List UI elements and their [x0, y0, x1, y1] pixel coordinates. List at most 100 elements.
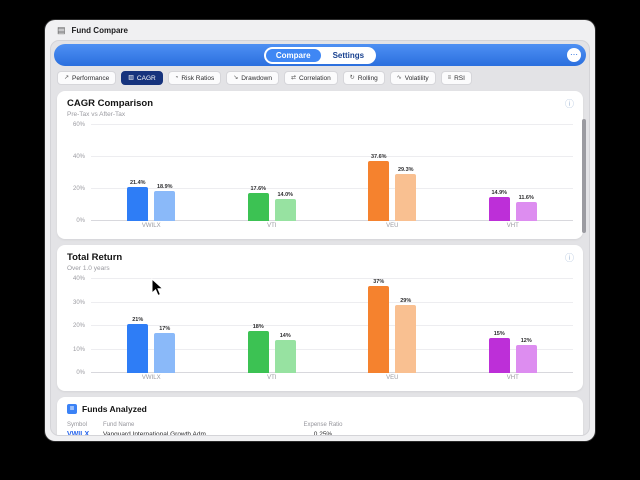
bar-group-vht: 14.9% 11.6% VHT [453, 125, 574, 229]
chip-label: Performance [72, 74, 110, 82]
window-title: Fund Compare [71, 25, 128, 35]
chip-volatility[interactable]: ∿ Volatility [389, 71, 436, 85]
bar-value-label: 14% [279, 333, 291, 340]
bar-veu-pre-tax[interactable] [368, 160, 390, 221]
gridline [91, 156, 573, 157]
bar-wrap: 12% [515, 279, 537, 373]
bar-wrap: 21.4% [127, 125, 149, 221]
funds-table-body: VWILX Vanguard International Growth Adm 0.… [67, 431, 573, 436]
fund-row: VWILX Vanguard International Growth Adm 0.… [67, 431, 573, 436]
bar-value-label: 37% [373, 279, 385, 286]
bar-vwilx-after-tax[interactable] [154, 190, 176, 221]
gridline [91, 325, 573, 326]
info-icon[interactable]: ⓘ [564, 99, 574, 109]
bar-group-vti: 17.6% 14.0% VTI [212, 125, 333, 229]
card-subtitle: Over 1.0 years [67, 265, 110, 272]
fund-name: Vanguard International Growth Adm [103, 431, 206, 436]
x-axis-label: VEU [386, 223, 399, 229]
gridline [91, 124, 573, 125]
bar-wrap: 29% [395, 279, 417, 373]
bar-vwilx-pre-tax[interactable] [127, 323, 149, 373]
bar-vti-after-tax[interactable] [274, 198, 296, 221]
bar-value-label: 15% [493, 330, 505, 337]
table-icon: ≣ [67, 404, 77, 414]
y-axis-tick-label: 40% [72, 276, 85, 282]
tab-settings[interactable]: Settings [323, 49, 375, 62]
bar-value-label: 11.6% [518, 195, 534, 202]
header-bar: Compare Settings ⋯ [54, 44, 586, 66]
header-action-button[interactable]: ⋯ [567, 48, 581, 62]
bar-value-label: 17.6% [250, 185, 267, 192]
x-axis-label: VHT [506, 223, 519, 229]
cagr-bar-chart: 0% 20% 40% 60% 21.4% 18.9% VWILX 17.6% 14.0% VTI… [67, 122, 574, 229]
more-options-icon: ⋯ [570, 50, 578, 59]
sidebar-toggle-icon[interactable]: ▤ [57, 24, 66, 35]
x-axis-label: VTI [267, 375, 277, 381]
y-axis-tick-label: 0% [76, 370, 85, 376]
y-axis-tick-label: 0% [76, 218, 85, 224]
bar-pair: 37% 29% [368, 279, 417, 373]
bar-vht-after-tax[interactable] [515, 202, 537, 221]
vertical-scrollbar[interactable] [582, 119, 586, 233]
gauge-icon: ◔ [174, 75, 179, 81]
cagr-comparison-card: CAGR Comparison Pre-Tax vs After-Tax ⓘ 0… [57, 91, 583, 239]
bar-value-label: 29% [400, 297, 412, 304]
total-return-card: Total Return Over 1.0 years ⓘ 0% 10% 20% 30… [57, 245, 583, 391]
bar-veu-after-tax[interactable] [395, 174, 417, 221]
tab-compare[interactable]: Compare [265, 48, 321, 62]
bar-vwilx-pre-tax[interactable] [127, 186, 149, 221]
gridline [91, 348, 573, 350]
gridline [91, 278, 573, 279]
bar-veu-pre-tax[interactable] [368, 286, 390, 373]
chip-risk-ratios[interactable]: ◔ Risk Ratios [167, 71, 222, 85]
y-axis-tick-label: 40% [72, 154, 85, 160]
main-content: Compare Settings ⋯ ↗ Performance ▥ CAGR ◔ Ris… [50, 40, 590, 436]
x-axis-label: VWILX [141, 223, 161, 229]
chip-label: RSI [454, 74, 465, 82]
chip-label: CAGR [136, 74, 156, 82]
bar-value-label: 18.9% [156, 183, 173, 190]
chip-cagr[interactable]: ▥ CAGR [121, 71, 163, 85]
chip-rolling[interactable]: ↻ Rolling [342, 71, 385, 85]
bar-vti-after-tax[interactable] [274, 340, 296, 373]
chip-rsi[interactable]: ≡ RSI [440, 71, 472, 85]
x-axis-label: VWILX [141, 375, 161, 381]
bar-pair: 18% 14% [247, 279, 296, 373]
bar-vwilx-after-tax[interactable] [154, 333, 176, 373]
bar-wrap: 14.0% [274, 125, 296, 221]
volatility-icon: ∿ [396, 75, 402, 81]
bar-value-label: 14.0% [277, 191, 294, 198]
bar-value-label: 29.3% [397, 167, 414, 174]
bar-value-label: 18% [252, 323, 264, 330]
gridline [91, 220, 573, 221]
metric-chip-row: ↗ Performance ▥ CAGR ◔ Risk Ratios ↘ Drawdown ⇄ C… [57, 71, 583, 85]
gridline [91, 301, 573, 303]
bar-pair: 14.9% 11.6% [488, 125, 537, 221]
app-window: ▤ Fund Compare Compare Settings ⋯ ↗ Perfo… [45, 20, 595, 441]
bar-wrap: 15% [488, 279, 510, 373]
fund-symbol-link[interactable]: VWILX [67, 431, 90, 436]
bar-veu-after-tax[interactable] [395, 304, 417, 373]
x-axis-label: VHT [506, 375, 519, 381]
bar-vht-pre-tax[interactable] [488, 337, 510, 373]
bar-vti-pre-tax[interactable] [247, 192, 269, 221]
bar-pair: 21% 17% [127, 279, 176, 373]
bar-value-label: 12% [520, 337, 532, 344]
funds-table-header: Symbol Fund Name Expense Ratio [67, 422, 573, 428]
y-axis-tick-label: 10% [72, 346, 85, 353]
y-axis: 0% 10% 20% 30% 40% [67, 276, 91, 376]
funds-analyzed-card: ≣ Funds Analyzed Symbol Fund Name Expense … [57, 397, 583, 436]
bar-pair: 37.6% 29.3% [368, 125, 417, 221]
bar-chart-icon: ▥ [128, 75, 134, 81]
bar-group-veu: 37% 29% VEU [332, 279, 453, 381]
info-icon[interactable]: ⓘ [564, 253, 574, 263]
card-title: CAGR Comparison [67, 98, 154, 109]
chip-drawdown[interactable]: ↘ Drawdown [226, 71, 279, 85]
bar-wrap: 17.6% [247, 125, 269, 221]
bar-vht-after-tax[interactable] [515, 344, 537, 373]
bar-vti-pre-tax[interactable] [247, 330, 269, 373]
bar-pair: 17.6% 14.0% [247, 125, 296, 221]
chip-performance[interactable]: ↗ Performance [57, 71, 117, 85]
bar-vht-pre-tax[interactable] [488, 197, 510, 221]
chip-correlation[interactable]: ⇄ Correlation [283, 71, 338, 85]
